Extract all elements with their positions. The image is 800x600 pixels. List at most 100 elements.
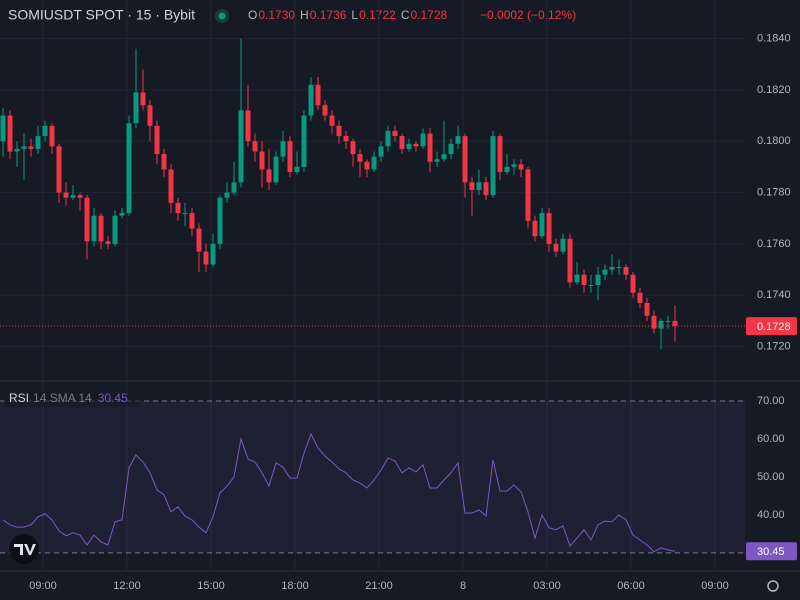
candle-body xyxy=(651,315,657,329)
candle-body xyxy=(287,141,293,173)
candle-body xyxy=(161,154,167,170)
rsi-line xyxy=(2,432,676,553)
symbol-title: SOMIUSDT SPOT · 15 · Bybit xyxy=(8,7,195,23)
candle-body xyxy=(623,267,629,275)
rsi-legend: RSI 14 SMA 14 30.45 xyxy=(9,391,128,405)
y-tick-label: 0.1740 xyxy=(757,289,791,301)
candle-body xyxy=(280,141,286,157)
candle-body xyxy=(133,92,139,124)
y-tick-label: 0.1760 xyxy=(757,238,791,250)
candle-body xyxy=(364,161,370,170)
candle-body xyxy=(672,320,678,327)
candle-body xyxy=(665,320,671,322)
candle-body xyxy=(175,202,181,214)
candle-body xyxy=(371,156,377,170)
rsi-last-tag xyxy=(746,542,797,561)
candle-body xyxy=(455,136,461,144)
candle-body xyxy=(448,143,454,155)
candle-body xyxy=(203,251,209,265)
candle-body xyxy=(168,169,174,203)
candle-body xyxy=(616,267,622,269)
y-tick-label: 0.1820 xyxy=(757,84,791,96)
candle-body xyxy=(476,182,482,190)
candle-body xyxy=(147,105,153,126)
x-tick-label: 21:00 xyxy=(365,580,393,592)
candle-body xyxy=(469,182,475,190)
candle-body xyxy=(126,123,132,214)
y-tick-label: 40.00 xyxy=(757,509,785,521)
candle-body xyxy=(497,136,503,173)
candle-body xyxy=(273,156,279,183)
candle-body xyxy=(21,146,27,149)
settings-button[interactable] xyxy=(767,580,779,592)
candle-body xyxy=(14,148,20,152)
candle-body xyxy=(56,146,62,193)
ohlc-value: 0.1730 xyxy=(258,8,295,22)
candle-body xyxy=(77,195,83,198)
candle-body xyxy=(574,274,580,283)
candle-body xyxy=(427,133,433,162)
candle-body xyxy=(462,136,468,183)
candle-body xyxy=(91,215,97,242)
x-tick-label: 18:00 xyxy=(281,580,309,592)
candle-body xyxy=(98,215,104,242)
y-tick-label: 60.00 xyxy=(757,433,785,445)
y-tick-label: 0.1800 xyxy=(757,135,791,147)
candle-body xyxy=(259,151,265,170)
candle-body xyxy=(231,182,237,193)
candle-body xyxy=(504,166,510,173)
ohlc-value: 0.1736 xyxy=(310,8,347,22)
price-pane: 0.1840 0.1820 0.1800 0.1780 0.1760 0.1740 0.17… xyxy=(0,0,797,570)
candle-body xyxy=(532,220,538,237)
x-tick-label: 03:00 xyxy=(533,580,561,592)
ohlc-value: 0.1728 xyxy=(410,8,447,22)
last-price-tag xyxy=(746,317,797,336)
candle-body xyxy=(35,136,41,149)
y-tick-label: 0.1840 xyxy=(757,32,791,44)
ohlc-legend: O0.1730 H0.1736 L0.1722 C0.1728 xyxy=(248,8,448,22)
last-price-label: 0.1728 xyxy=(757,321,791,333)
candle-body xyxy=(434,159,440,162)
x-tick-label: 8 xyxy=(460,580,466,592)
candle-body xyxy=(336,125,342,137)
candle-body xyxy=(210,243,216,265)
candle-body xyxy=(105,241,111,244)
candle-body xyxy=(567,238,573,283)
y-tick-label: 0.1780 xyxy=(757,186,791,198)
candle-body xyxy=(7,115,13,152)
candle-body xyxy=(119,213,125,216)
ohlc-value: 0.1722 xyxy=(359,8,396,22)
ohlc-key: C xyxy=(401,8,410,22)
candle-body xyxy=(595,274,601,285)
ohlc-key: L xyxy=(351,8,358,22)
candle-body xyxy=(399,136,405,149)
candle-body xyxy=(322,105,328,116)
candle-body xyxy=(483,182,489,196)
candle-body xyxy=(189,213,195,229)
candle-body xyxy=(441,154,447,160)
candle-body xyxy=(546,213,552,244)
candle-body xyxy=(238,110,244,183)
y-tick-label: 70.00 xyxy=(757,395,785,407)
status-dot xyxy=(218,12,226,20)
ohlc-text: O0.1730 H0.1736 L0.1722 C0.1728 xyxy=(248,8,448,22)
candle-body xyxy=(490,136,496,196)
candle-body xyxy=(182,213,188,215)
candle-body xyxy=(343,136,349,142)
candle-body xyxy=(252,141,258,152)
candle-body xyxy=(350,141,356,155)
logo xyxy=(9,534,39,564)
candle-body xyxy=(553,243,559,252)
candle-body xyxy=(245,110,251,142)
x-tick-label: 12:00 xyxy=(113,580,141,592)
ohlc-key: H xyxy=(300,8,309,22)
candle-body xyxy=(420,133,426,147)
candle-body xyxy=(63,192,69,198)
y-tick-label: 0.1720 xyxy=(757,341,791,353)
candle-body xyxy=(196,228,202,252)
candle-body xyxy=(357,154,363,162)
candle-body xyxy=(385,130,391,147)
y-tick-label: 50.00 xyxy=(757,471,785,483)
